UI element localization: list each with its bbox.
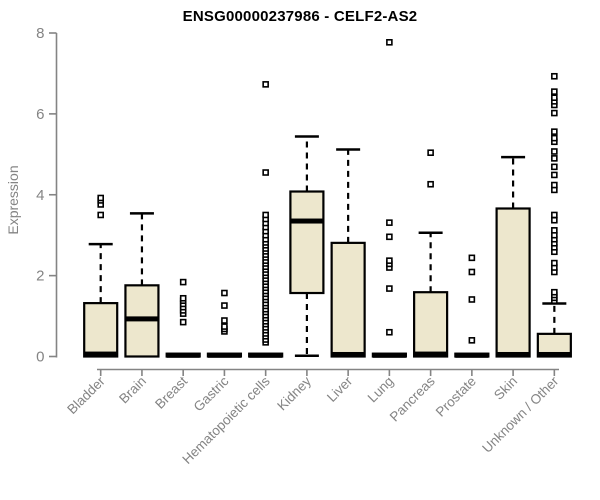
outlier-point bbox=[551, 259, 558, 267]
outlier-point bbox=[386, 233, 393, 241]
outlier-point bbox=[551, 171, 558, 179]
median-line bbox=[249, 352, 283, 358]
outlier-point bbox=[386, 328, 393, 336]
chart-title: ENSG00000237986 - CELF2-AS2 bbox=[182, 8, 418, 25]
outlier-point bbox=[468, 268, 476, 276]
median-line bbox=[372, 352, 406, 358]
median-line bbox=[84, 351, 118, 357]
boxplot-gastric bbox=[206, 289, 243, 358]
median-line bbox=[414, 351, 448, 357]
outlier-point bbox=[97, 194, 104, 202]
outlier-point bbox=[551, 72, 558, 80]
median-line bbox=[166, 352, 200, 358]
outlier-point bbox=[551, 155, 558, 162]
outlier-point bbox=[386, 219, 393, 226]
median-line bbox=[331, 351, 365, 357]
x-tick-label-breast: Breast bbox=[152, 373, 190, 411]
x-tick-label-lung: Lung bbox=[365, 374, 397, 406]
outlier-point bbox=[179, 278, 187, 286]
outlier-point bbox=[262, 169, 269, 176]
median-line bbox=[537, 351, 571, 357]
boxplot-brain bbox=[124, 212, 160, 358]
x-tick-label-gastric: Gastric bbox=[191, 373, 232, 414]
outlier-point bbox=[386, 257, 393, 264]
outlier-point bbox=[262, 81, 269, 88]
outlier-point bbox=[551, 211, 558, 219]
median-line bbox=[125, 316, 159, 322]
boxplot-pancreas bbox=[413, 149, 449, 358]
x-tick-label-prostate: Prostate bbox=[433, 374, 479, 420]
outlier-point bbox=[427, 149, 434, 156]
x-tick-label-bladder: Bladder bbox=[64, 373, 108, 417]
outlier-point bbox=[551, 181, 558, 189]
x-tick-label-kidney: Kidney bbox=[274, 373, 314, 413]
boxplot-prostate bbox=[454, 254, 490, 358]
outlier-point bbox=[551, 109, 558, 117]
median-line bbox=[455, 352, 489, 358]
boxplot-skin bbox=[495, 155, 531, 358]
outlier-point bbox=[97, 211, 104, 219]
y-axis: 0 2 4 6 8 bbox=[36, 25, 58, 366]
outlier-point bbox=[468, 254, 476, 262]
median-line bbox=[207, 352, 241, 358]
y-tick-label: 2 bbox=[36, 268, 44, 285]
outlier-point bbox=[179, 294, 187, 302]
outlier-point bbox=[551, 227, 558, 234]
outlier-point bbox=[551, 288, 558, 296]
median-line bbox=[290, 218, 324, 224]
boxplot-liver bbox=[330, 148, 366, 358]
outlier-point bbox=[221, 289, 228, 297]
outlier-point bbox=[551, 88, 558, 95]
x-tick-label-pancreas: Pancreas bbox=[387, 373, 438, 424]
x-tick-label-skin: Skin bbox=[491, 374, 520, 403]
outlier-point bbox=[179, 318, 187, 326]
outlier-point bbox=[386, 285, 393, 292]
outlier-point bbox=[551, 216, 558, 224]
boxplot-breast bbox=[165, 278, 201, 358]
outlier-point bbox=[221, 317, 228, 324]
outlier-point bbox=[427, 180, 434, 188]
x-tick-label-liver: Liver bbox=[324, 373, 356, 405]
outlier-point bbox=[221, 302, 228, 309]
boxplot-hematopoietic-cells bbox=[248, 81, 284, 358]
outlier-point bbox=[468, 337, 476, 344]
y-tick-label: 8 bbox=[36, 25, 44, 42]
outlier-point bbox=[386, 39, 393, 46]
x-tick-label-brain: Brain bbox=[116, 374, 149, 407]
boxplot-bladder bbox=[83, 194, 119, 358]
y-tick-label: 4 bbox=[36, 187, 44, 204]
outlier-point bbox=[551, 134, 558, 142]
outlier-point bbox=[551, 94, 558, 101]
outlier-point bbox=[551, 148, 558, 155]
iqr-box bbox=[330, 241, 366, 358]
outlier-point bbox=[221, 323, 228, 330]
outlier-point bbox=[262, 211, 269, 219]
x-tick-label-unknown-other: Unknown / Other bbox=[479, 373, 562, 456]
boxplot-lung bbox=[371, 39, 407, 358]
outlier-point bbox=[551, 163, 558, 171]
iqr-box bbox=[289, 190, 325, 295]
outlier-point bbox=[551, 128, 558, 135]
boxplot-unknown-other bbox=[536, 72, 572, 358]
y-tick-label: 6 bbox=[36, 106, 44, 123]
iqr-box bbox=[495, 207, 531, 358]
iqr-box bbox=[413, 291, 449, 358]
boxplot-kidney bbox=[289, 135, 325, 357]
median-line bbox=[496, 351, 530, 357]
y-tick-label: 0 bbox=[36, 349, 44, 366]
outlier-point bbox=[468, 296, 476, 303]
iqr-box bbox=[83, 302, 119, 358]
